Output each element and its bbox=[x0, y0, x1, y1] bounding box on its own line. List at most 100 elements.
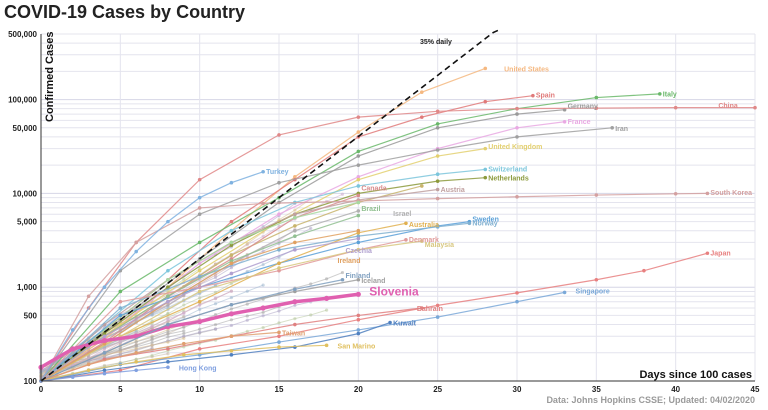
series-point bbox=[118, 368, 123, 373]
chart-title: COVID-19 Cases by Country bbox=[4, 2, 246, 22]
background-series-point bbox=[166, 311, 170, 316]
background-series-point bbox=[245, 318, 249, 322]
series-line-portugal bbox=[40, 201, 359, 382]
series-point bbox=[356, 154, 361, 158]
x-tick-label: 0 bbox=[39, 385, 44, 394]
series-point bbox=[277, 330, 281, 335]
background-series-point bbox=[198, 330, 202, 334]
series-point bbox=[420, 184, 424, 188]
series-point bbox=[356, 313, 361, 318]
series-point bbox=[515, 135, 519, 139]
series-point bbox=[753, 105, 757, 110]
y-tick-label: 5,000 bbox=[17, 218, 38, 227]
series-point bbox=[229, 219, 234, 224]
x-tick-label: 20 bbox=[354, 385, 363, 394]
background-series-point bbox=[309, 282, 313, 286]
series-label-united-states: United States bbox=[504, 66, 549, 73]
series-point bbox=[166, 268, 170, 273]
series-point bbox=[229, 353, 234, 357]
background-series-point bbox=[166, 317, 170, 321]
series-point bbox=[277, 266, 281, 270]
reference-line bbox=[40, 28, 502, 382]
series-point bbox=[134, 360, 138, 364]
background-series-point bbox=[245, 289, 249, 293]
background-series-point bbox=[182, 325, 186, 329]
series-point bbox=[293, 248, 297, 252]
series-label-slovenia: Slovenia bbox=[369, 284, 419, 298]
series-point bbox=[292, 299, 298, 305]
series-point bbox=[531, 93, 535, 98]
background-series-point bbox=[229, 289, 233, 293]
series-label-netherlands: Netherlands bbox=[488, 176, 529, 183]
background-series-point bbox=[134, 357, 138, 361]
series-label-iran: Iran bbox=[615, 126, 628, 133]
series-label-finland: Finland bbox=[345, 273, 370, 280]
series-point bbox=[197, 212, 202, 216]
series-line-finland bbox=[40, 279, 343, 382]
background-series-point bbox=[134, 340, 138, 344]
background-series-point bbox=[182, 303, 186, 307]
series-point bbox=[102, 350, 107, 355]
series-point bbox=[102, 334, 107, 339]
series-point bbox=[229, 348, 234, 353]
background-series-point bbox=[293, 208, 297, 212]
background-series-point bbox=[166, 352, 170, 356]
series-point bbox=[277, 248, 281, 252]
series-point bbox=[483, 146, 488, 151]
background-series-point bbox=[118, 347, 122, 352]
y-tick-label: 500,000 bbox=[8, 30, 37, 39]
background-series-point bbox=[229, 307, 233, 311]
series-point bbox=[101, 337, 108, 344]
series-point bbox=[658, 92, 662, 96]
background-series-point bbox=[213, 273, 218, 277]
series-point bbox=[673, 191, 678, 196]
series-point bbox=[356, 184, 361, 188]
series-point bbox=[356, 328, 361, 332]
series-label-japan: Japan bbox=[710, 250, 730, 257]
series-point bbox=[86, 362, 91, 367]
series-point bbox=[293, 228, 297, 233]
x-tick-label: 5 bbox=[118, 385, 123, 394]
series-point bbox=[70, 328, 75, 332]
axis-layer: 1005001,0005,00010,00050,000100,000500,0… bbox=[8, 30, 760, 394]
series-point bbox=[166, 360, 170, 364]
series-point bbox=[197, 299, 202, 304]
series-point bbox=[197, 347, 202, 351]
background-series-point bbox=[261, 314, 265, 318]
series-point bbox=[435, 187, 440, 192]
series-label-canada: Canada bbox=[361, 186, 386, 193]
series-point bbox=[467, 221, 472, 226]
series-line-ireland bbox=[40, 230, 359, 382]
series-point bbox=[229, 302, 234, 307]
background-series-point bbox=[261, 262, 265, 267]
x-tick-label: 15 bbox=[275, 385, 284, 394]
series-point bbox=[324, 343, 329, 348]
series-point bbox=[356, 317, 361, 322]
series-label-italy: Italy bbox=[663, 92, 677, 99]
series-point bbox=[356, 193, 361, 198]
series-point bbox=[356, 130, 361, 134]
series-point bbox=[229, 271, 234, 276]
series-point bbox=[435, 122, 440, 126]
y-tick-label: 10,000 bbox=[13, 189, 38, 198]
series-point bbox=[673, 105, 678, 110]
series-label-austria: Austria bbox=[441, 187, 465, 194]
series-point bbox=[182, 353, 186, 357]
series-label-united-kingdom: United Kingdom bbox=[488, 144, 542, 151]
series-point bbox=[293, 322, 297, 327]
series-point bbox=[197, 274, 202, 279]
series-point bbox=[705, 251, 710, 256]
series-point bbox=[420, 90, 424, 94]
series-point bbox=[229, 261, 234, 266]
series-point bbox=[102, 368, 107, 373]
x-tick-label: 35 bbox=[592, 385, 601, 394]
series-point bbox=[594, 106, 599, 110]
background-series-point bbox=[198, 296, 202, 300]
background-series-point bbox=[166, 340, 170, 344]
series-point bbox=[356, 236, 361, 241]
background-series-point bbox=[213, 275, 218, 280]
background-series-point bbox=[102, 347, 107, 352]
series-point bbox=[610, 126, 614, 130]
